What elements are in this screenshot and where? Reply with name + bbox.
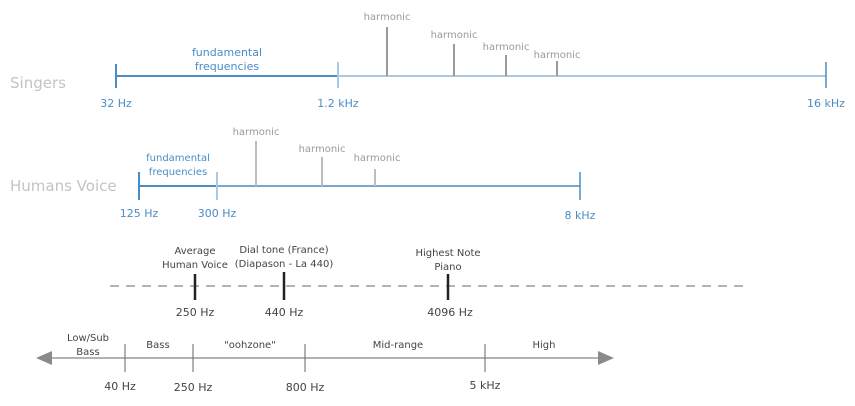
bands-left-arrow-icon [36, 351, 52, 365]
marker-label: Human Voice [162, 260, 228, 271]
voice-harmonic-label: harmonic [299, 144, 346, 155]
voice-tick-label: 125 Hz [120, 207, 159, 220]
band-name: Low/Sub [67, 333, 109, 344]
band-name: Mid-range [373, 340, 423, 351]
marker-value: 4096 Hz [427, 306, 473, 319]
band-name: Bass [146, 340, 169, 351]
singers-label: Singers [10, 74, 66, 92]
singers-harmonic-label: harmonic [534, 50, 581, 61]
marker-value: 440 Hz [265, 306, 304, 319]
singers-row: Singers fundamental frequencies 32 Hz 1.… [10, 12, 845, 110]
singers-fundamental-label-2: frequencies [195, 60, 259, 73]
voice-row: Humans Voice fundamental frequencies 125… [10, 127, 596, 222]
band-name: High [533, 340, 556, 351]
singers-tick-label: 1.2 kHz [317, 97, 359, 110]
marker-label: (Diapason - La 440) [235, 259, 334, 270]
marker-label: Average [174, 246, 215, 257]
voice-tick-label: 300 Hz [198, 207, 237, 220]
marker-label: Piano [434, 262, 461, 273]
band-name: "oohzone" [224, 340, 276, 351]
voice-tick-label: 8 kHz [565, 209, 596, 222]
voice-harmonic-label: harmonic [354, 153, 401, 164]
marker-label: Dial tone (France) [239, 245, 328, 256]
bands-tick-label: 800 Hz [286, 381, 325, 394]
singers-harmonic-label: harmonic [364, 12, 411, 23]
singers-harmonic-label: harmonic [483, 42, 530, 53]
voice-fundamental-label-2: frequencies [149, 167, 207, 178]
marker-label: Highest Note [415, 248, 480, 259]
bands-row: Low/Sub Bass Bass "oohzone" Mid-range Hi… [36, 333, 614, 394]
bands-right-arrow-icon [598, 351, 614, 365]
marker-value: 250 Hz [176, 306, 215, 319]
voice-harmonic-label: harmonic [233, 127, 280, 138]
markers-row: Average Human Voice 250 Hz Dial tone (Fr… [110, 245, 750, 319]
voice-fundamental-label-1: fundamental [146, 153, 210, 164]
singers-tick-label: 32 Hz [100, 97, 132, 110]
bands-tick-label: 250 Hz [174, 381, 213, 394]
band-name: Bass [76, 347, 99, 358]
singers-harmonic-label: harmonic [431, 30, 478, 41]
voice-label: Humans Voice [10, 177, 117, 195]
singers-fundamental-label-1: fundamental [192, 46, 262, 59]
bands-tick-label: 40 Hz [104, 380, 136, 393]
singers-tick-label: 16 kHz [807, 97, 845, 110]
bands-tick-label: 5 kHz [470, 379, 501, 392]
